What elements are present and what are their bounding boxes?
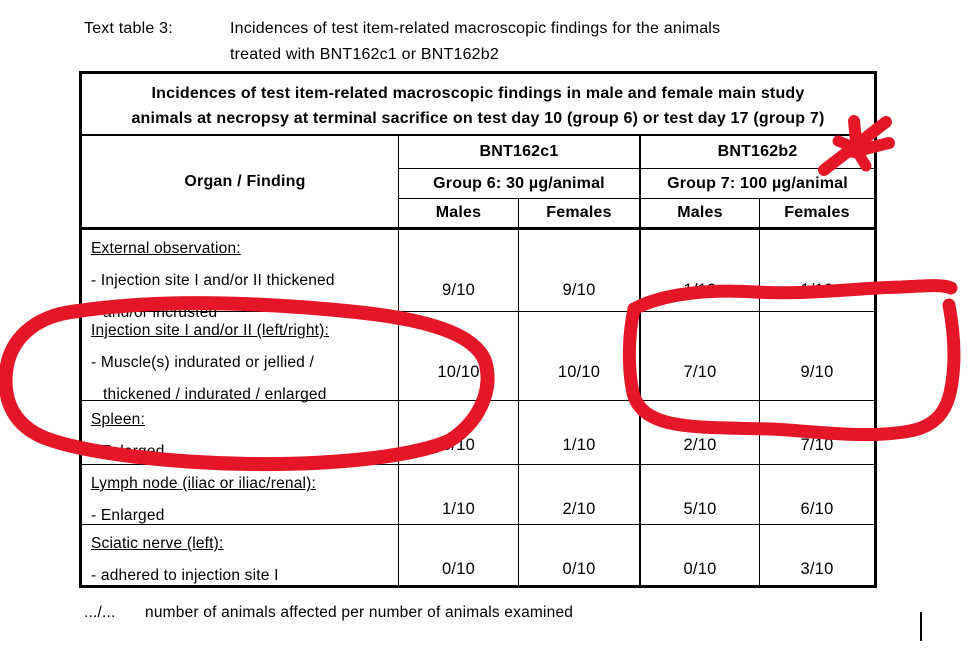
finding-text: - Muscle(s) indurated or jellied / [91,354,315,371]
finding-text: - adhered to injection site I [91,567,279,584]
cell-value: 1/10 [639,230,759,325]
row-label: Injection site I and/or II (left/right):… [82,312,399,407]
group2-females-header: Females [759,199,874,227]
group2-dose-header: Group 7: 100 µg/animal [639,169,874,199]
cell-value: 10/10 [437,363,480,381]
cell-value: 7/10 [759,401,874,464]
organ-name: Lymph node (iliac or iliac/renal): [91,475,317,492]
table-row: Lymph node (iliac or iliac/renal): - Enl… [82,465,874,528]
row-label: External observation: - Injection site I… [82,230,399,325]
cell-value: 5/10 [442,436,475,454]
cell-value: 0/10 [639,525,759,588]
group2-males-header: Males [639,199,759,227]
finding-text: - Injection site I and/or II thickened [91,272,335,289]
cell-value: 2/10 [518,465,639,528]
table-body: External observation: - Injection site I… [82,230,874,588]
table-footnote: .../... number of animals affected per n… [84,601,573,625]
footnote-text: number of animals affected per number of… [145,604,574,621]
table-row: Sciatic nerve (left): - adhered to injec… [82,525,874,588]
finding-text: - Enlarged [91,443,165,460]
cell-value: 9/10 [759,312,874,407]
cell-value: 5/10 [639,465,759,528]
table-row: Spleen: - Enlarged 5/10 1/10 2/10 7/10 [82,401,874,465]
cell-value: 1/10 [759,230,874,325]
cell-value: 7/10 [639,312,759,407]
organ-name: Spleen: [91,411,145,428]
cell-value: 2/10 [639,401,759,464]
organ-name: Injection site I and/or II (left/right): [91,322,330,339]
organ-name: Sciatic nerve (left): [91,535,224,552]
group1-females-header: Females [518,199,639,227]
cell-value: 9/10 [518,230,639,325]
caption-line-2: animals at necropsy at terminal sacrific… [131,110,825,127]
cell-value: 0/10 [518,525,639,588]
table-title-text: Incidences of test item-related macrosco… [230,16,720,68]
cell-value: 0/10 [442,560,475,578]
document-title: Text table 3: Incidences of test item-re… [84,16,720,68]
table-row: External observation: - Injection site I… [82,230,874,325]
cell-value: 10/10 [518,312,639,407]
cell-value: 3/10 [759,525,874,588]
group1-males-header: Males [435,204,482,221]
title-line-1: Incidences of test item-related macrosco… [230,20,721,37]
table-header: Organ / Finding BNT162c1 BNT162b2 Group … [82,136,874,230]
cell-value: 1/10 [442,500,475,518]
cell-value: 1/10 [518,401,639,464]
table-row: Injection site I and/or II (left/right):… [82,312,874,407]
group1-name-header: BNT162c1 [399,136,639,169]
caption-line-1: Incidences of test item-related macrosco… [151,85,805,102]
cell-value: 6/10 [759,465,874,528]
finding-text: - Enlarged [91,507,165,524]
organ-name: External observation: [91,240,241,257]
row-label: Spleen: - Enlarged [82,401,399,464]
text-cursor-mark [920,612,922,641]
group1-dose-header: Group 6: 30 µg/animal [399,169,639,199]
organ-finding-header: Organ / Finding [82,136,399,227]
row-label: Sciatic nerve (left): - adhered to injec… [82,525,399,588]
cell-value: 9/10 [442,281,475,299]
row-label: Lymph node (iliac or iliac/renal): - Enl… [82,465,399,528]
footnote-symbol: .../... [84,604,116,621]
group2-name-header: BNT162b2 [639,136,874,169]
table-number-label: Text table 3: [84,20,173,37]
title-line-2: treated with BNT162c1 or BNT162b2 [230,46,499,63]
findings-table: Incidences of test item-related macrosco… [79,71,877,588]
table-caption: Incidences of test item-related macrosco… [82,74,874,136]
